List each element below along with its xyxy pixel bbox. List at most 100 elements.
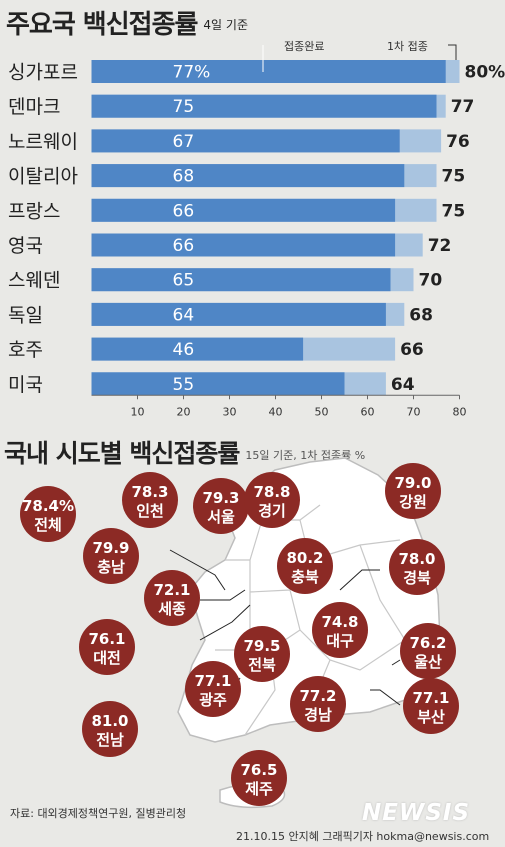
region-name: 전북 bbox=[248, 656, 276, 674]
bar-fully-vaccinated bbox=[91, 233, 396, 257]
region-name: 충북 bbox=[291, 568, 319, 586]
region-value: 79.0 bbox=[394, 474, 431, 492]
bar-fully-vaccinated bbox=[91, 164, 405, 188]
bar-row: 덴마크 75 77 bbox=[8, 94, 475, 118]
region-value: 77.1 bbox=[412, 689, 449, 707]
region-name: 대구 bbox=[326, 632, 354, 650]
bar-fully-vaccinated bbox=[91, 60, 446, 83]
x-tick-label: 20 bbox=[177, 405, 191, 418]
region-circle bbox=[234, 626, 290, 682]
region-name: 광주 bbox=[199, 691, 227, 709]
full-value-label: 55 bbox=[173, 375, 195, 395]
region-name: 서울 bbox=[207, 508, 235, 526]
bar-fully-vaccinated bbox=[91, 198, 396, 222]
region-name: 부산 bbox=[417, 708, 445, 726]
full-value-label: 65 bbox=[173, 271, 195, 291]
region-name: 경남 bbox=[304, 706, 332, 724]
first-dose-value-label: 75 bbox=[442, 167, 466, 187]
x-tick-label: 80 bbox=[453, 405, 467, 418]
bar-fully-vaccinated bbox=[91, 94, 437, 118]
category-label: 프랑스 bbox=[8, 200, 60, 222]
region-value: 78.8 bbox=[253, 483, 290, 501]
region-bubble: 76.1대전 bbox=[79, 619, 135, 675]
category-label: 덴마크 bbox=[8, 96, 60, 118]
region-circle bbox=[20, 486, 76, 542]
first-dose-value-label: 68 bbox=[409, 305, 433, 325]
x-tick-label: 70 bbox=[407, 405, 421, 418]
region-value: 78.0 bbox=[398, 550, 435, 568]
x-tick-label: 10 bbox=[131, 405, 145, 418]
bar-row: 독일 64 68 bbox=[8, 302, 433, 326]
region-bubble: 79.0강원 bbox=[385, 463, 441, 519]
region-circle bbox=[385, 463, 441, 519]
legend-first: 1차 접종 bbox=[387, 40, 428, 53]
region-circle bbox=[231, 750, 287, 806]
region-circle bbox=[79, 619, 135, 675]
region-name: 강원 bbox=[399, 493, 427, 511]
full-value-label: 66 bbox=[173, 236, 195, 256]
region-value: 76.1 bbox=[88, 630, 125, 648]
region-circle bbox=[277, 538, 333, 594]
region-bubble: 74.8대구 bbox=[312, 602, 368, 658]
full-value-label: 46 bbox=[173, 340, 195, 360]
category-label: 미국 bbox=[8, 374, 43, 396]
region-value: 72.1 bbox=[153, 581, 190, 599]
full-value-label: 67 bbox=[173, 132, 195, 152]
region-circle bbox=[400, 623, 456, 679]
region-bubble: 79.5전북 bbox=[234, 626, 290, 682]
category-label: 호주 bbox=[8, 339, 43, 361]
region-circle bbox=[185, 661, 241, 717]
region-bubble: 76.5제주 bbox=[231, 750, 287, 806]
region-bubble: 76.2울산 bbox=[400, 623, 456, 679]
region-bubble: 77.1부산 bbox=[403, 678, 459, 734]
region-value: 76.5 bbox=[240, 761, 277, 779]
legend-first-leader bbox=[448, 44, 457, 60]
full-value-label: 75 bbox=[173, 97, 195, 117]
region-value: 74.8 bbox=[321, 613, 358, 631]
bar-fully-vaccinated bbox=[91, 337, 304, 361]
category-label: 영국 bbox=[8, 235, 43, 257]
region-name: 대전 bbox=[93, 649, 121, 667]
region-value: 79.3 bbox=[202, 489, 239, 507]
region-value: 81.0 bbox=[91, 712, 128, 730]
bar-chart: 싱가포르 77% 80% 덴마크 75 77 노르웨이 67 76 이탈리아 68 75 프랑스 66 75… bbox=[8, 40, 505, 418]
bar-row: 스웨덴 65 70 bbox=[8, 268, 442, 292]
first-dose-value-label: 70 bbox=[419, 271, 443, 291]
region-bubble: 78.8경기 bbox=[244, 472, 300, 528]
x-tick-label: 50 bbox=[315, 405, 329, 418]
region-name: 인천 bbox=[136, 502, 164, 520]
region-bubble: 78.0경북 bbox=[389, 539, 445, 595]
region-name: 경기 bbox=[258, 502, 286, 520]
chart-title: 주요국 백신접종률 4일 기준 bbox=[6, 4, 248, 41]
category-label: 스웨덴 bbox=[8, 270, 60, 292]
bar-fully-vaccinated bbox=[91, 302, 386, 326]
region-value: 78.3 bbox=[131, 483, 168, 501]
first-dose-value-label: 75 bbox=[442, 201, 466, 221]
x-tick-label: 60 bbox=[361, 405, 375, 418]
bar-row: 호주 46 66 bbox=[8, 337, 424, 361]
region-bubble: 78.4%전체 bbox=[20, 486, 76, 542]
credit-line: 21.10.15 안지혜 그래픽기자 hokma@newsis.com bbox=[236, 830, 490, 843]
region-value: 76.2 bbox=[409, 634, 446, 652]
region-circle bbox=[403, 678, 459, 734]
bar-fully-vaccinated bbox=[91, 372, 345, 396]
region-circle bbox=[244, 472, 300, 528]
first-dose-value-label: 80% bbox=[465, 63, 505, 83]
source-note: 자료: 대외경제정책연구원, 질병관리청 bbox=[10, 807, 187, 820]
region-name: 전남 bbox=[96, 731, 124, 749]
region-value: 78.4% bbox=[22, 497, 74, 515]
region-name: 경북 bbox=[403, 569, 431, 587]
category-label: 이탈리아 bbox=[8, 166, 78, 188]
category-label: 독일 bbox=[8, 304, 43, 326]
region-bubble: 72.1세종 bbox=[144, 570, 200, 626]
category-label: 노르웨이 bbox=[8, 131, 78, 153]
first-dose-value-label: 77 bbox=[451, 97, 475, 117]
bar-row: 이탈리아 68 75 bbox=[8, 164, 465, 188]
region-name: 제주 bbox=[245, 780, 273, 798]
bar-row: 미국 55 64 bbox=[8, 372, 415, 396]
chart-title-text: 주요국 백신접종률 bbox=[6, 10, 198, 40]
region-circle bbox=[82, 701, 138, 757]
region-bubble: 80.2충북 bbox=[277, 538, 333, 594]
region-value: 77.2 bbox=[299, 687, 336, 705]
